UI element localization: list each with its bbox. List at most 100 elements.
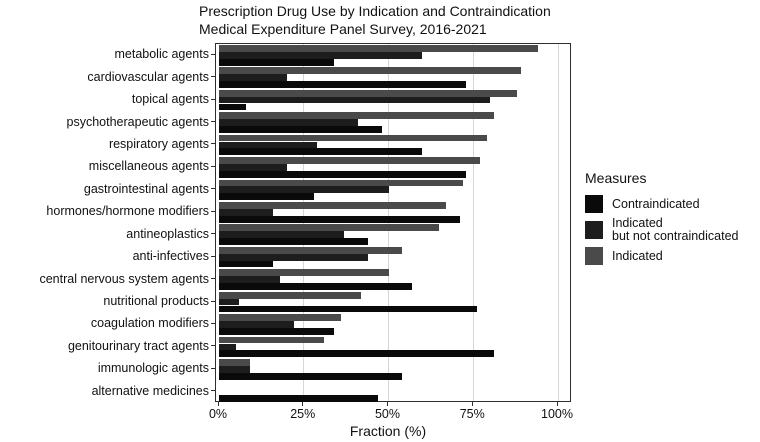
plot-panel bbox=[215, 43, 571, 403]
bar bbox=[219, 246, 403, 254]
bar bbox=[219, 164, 287, 171]
bar bbox=[219, 314, 342, 321]
bar bbox=[219, 186, 389, 194]
bar bbox=[219, 238, 369, 246]
bar bbox=[219, 74, 287, 82]
legend-item-contraindicated: Contraindicated bbox=[585, 195, 757, 213]
y-axis-label: anti-infectives bbox=[132, 249, 209, 264]
y-axis-tick bbox=[211, 188, 215, 190]
bar bbox=[219, 327, 335, 335]
bar bbox=[219, 201, 447, 209]
legend-swatch-indicated bbox=[585, 247, 603, 265]
y-axis-label: alternative medicines bbox=[91, 383, 209, 398]
y-axis-tick bbox=[211, 345, 215, 347]
y-axis-tick bbox=[211, 76, 215, 78]
y-axis-tick bbox=[211, 255, 215, 257]
y-axis-label: metabolic agents bbox=[114, 47, 209, 62]
y-axis-tick bbox=[211, 121, 215, 123]
chart-title: Prescription Drug Use by Indication and … bbox=[199, 3, 551, 19]
legend-label-contraindicated: Contraindicated bbox=[612, 196, 700, 211]
bar bbox=[219, 343, 236, 351]
bar bbox=[219, 157, 481, 164]
y-axis-label: coagulation modifiers bbox=[90, 316, 209, 331]
bar bbox=[219, 298, 240, 306]
y-axis-tick bbox=[211, 367, 215, 369]
y-axis-tick bbox=[211, 300, 215, 302]
bar bbox=[219, 395, 379, 403]
x-axis-tick bbox=[387, 402, 388, 406]
x-axis-tick-label: 25% bbox=[290, 407, 316, 421]
bar bbox=[219, 231, 345, 239]
x-axis-tick bbox=[302, 402, 304, 406]
legend-title: Measures bbox=[585, 170, 647, 186]
bar bbox=[219, 359, 250, 366]
bar bbox=[219, 89, 518, 97]
y-axis-label: central nervous system agents bbox=[39, 271, 209, 286]
x-axis-title: Fraction (%) bbox=[349, 423, 427, 439]
legend-item-indicated: Indicated bbox=[585, 247, 757, 265]
gridline-100 bbox=[557, 44, 559, 401]
y-axis-label: antineoplastics bbox=[126, 226, 209, 241]
bar bbox=[219, 193, 314, 201]
bar bbox=[219, 365, 250, 373]
y-axis-label: miscellaneous agents bbox=[88, 159, 209, 174]
y-axis-label: genitourinary tract agents bbox=[67, 338, 209, 353]
bar bbox=[219, 134, 487, 142]
bar bbox=[219, 215, 460, 223]
chart-subtitle: Medical Expenditure Panel Survey, 2016-2… bbox=[199, 20, 487, 37]
bar bbox=[219, 44, 538, 52]
x-axis-tick-label: 0% bbox=[208, 407, 228, 421]
y-axis-tick bbox=[211, 322, 215, 324]
y-axis-label: topical agents bbox=[131, 92, 209, 107]
y-axis-tick bbox=[211, 53, 215, 55]
chart-title-block: Prescription Drug Use by Indication and … bbox=[199, 3, 551, 38]
bar bbox=[219, 126, 382, 133]
bar bbox=[219, 51, 423, 59]
y-axis-label: respiratory agents bbox=[108, 136, 209, 151]
y-axis-tick bbox=[211, 390, 215, 392]
bar bbox=[219, 81, 467, 88]
bar bbox=[219, 276, 281, 283]
x-axis-tick-label: 100% bbox=[541, 407, 573, 421]
bar bbox=[219, 291, 362, 299]
y-axis-label: nutritional products bbox=[103, 294, 209, 309]
y-axis-label: cardiovascular agents bbox=[87, 69, 209, 84]
legend-swatch-indicated-not-contraindicated bbox=[585, 221, 603, 239]
y-axis-label: gastrointestinal agents bbox=[83, 181, 209, 196]
y-axis-tick bbox=[211, 165, 215, 167]
x-axis-tick bbox=[217, 402, 219, 406]
bar bbox=[219, 253, 369, 261]
y-axis-tick bbox=[211, 278, 215, 280]
y-axis-tick bbox=[211, 233, 215, 235]
bar bbox=[219, 96, 491, 104]
bar bbox=[219, 141, 318, 149]
bar bbox=[219, 58, 335, 66]
bar bbox=[219, 350, 494, 358]
legend-item-indicated-not-contraindicated: Indicated but not contraindicated bbox=[585, 217, 757, 243]
bar bbox=[219, 67, 521, 75]
legend-label-indicated: Indicated bbox=[612, 248, 663, 263]
y-axis-tick bbox=[211, 143, 215, 145]
bar bbox=[219, 336, 325, 344]
bar bbox=[219, 112, 494, 120]
y-axis-tick bbox=[211, 210, 215, 212]
bar bbox=[219, 170, 467, 178]
bar bbox=[219, 103, 247, 111]
bar bbox=[219, 372, 403, 380]
bar bbox=[219, 179, 464, 187]
x-axis-tick-label: 75% bbox=[459, 407, 485, 421]
bar bbox=[219, 224, 440, 232]
bar bbox=[219, 208, 274, 216]
bar bbox=[219, 305, 477, 313]
bar bbox=[219, 321, 294, 328]
gridline-75 bbox=[472, 44, 474, 401]
y-axis-label: immunologic agents bbox=[97, 361, 209, 376]
bar bbox=[219, 269, 389, 277]
x-axis-tick bbox=[556, 402, 558, 406]
x-axis-tick-label: 50% bbox=[374, 407, 401, 421]
legend-swatch-contraindicated bbox=[585, 195, 603, 213]
bar bbox=[219, 148, 423, 156]
legend: Measures Contraindicated Indicated but n… bbox=[585, 170, 757, 269]
y-axis-label: psychotherapeutic agents bbox=[66, 114, 209, 129]
